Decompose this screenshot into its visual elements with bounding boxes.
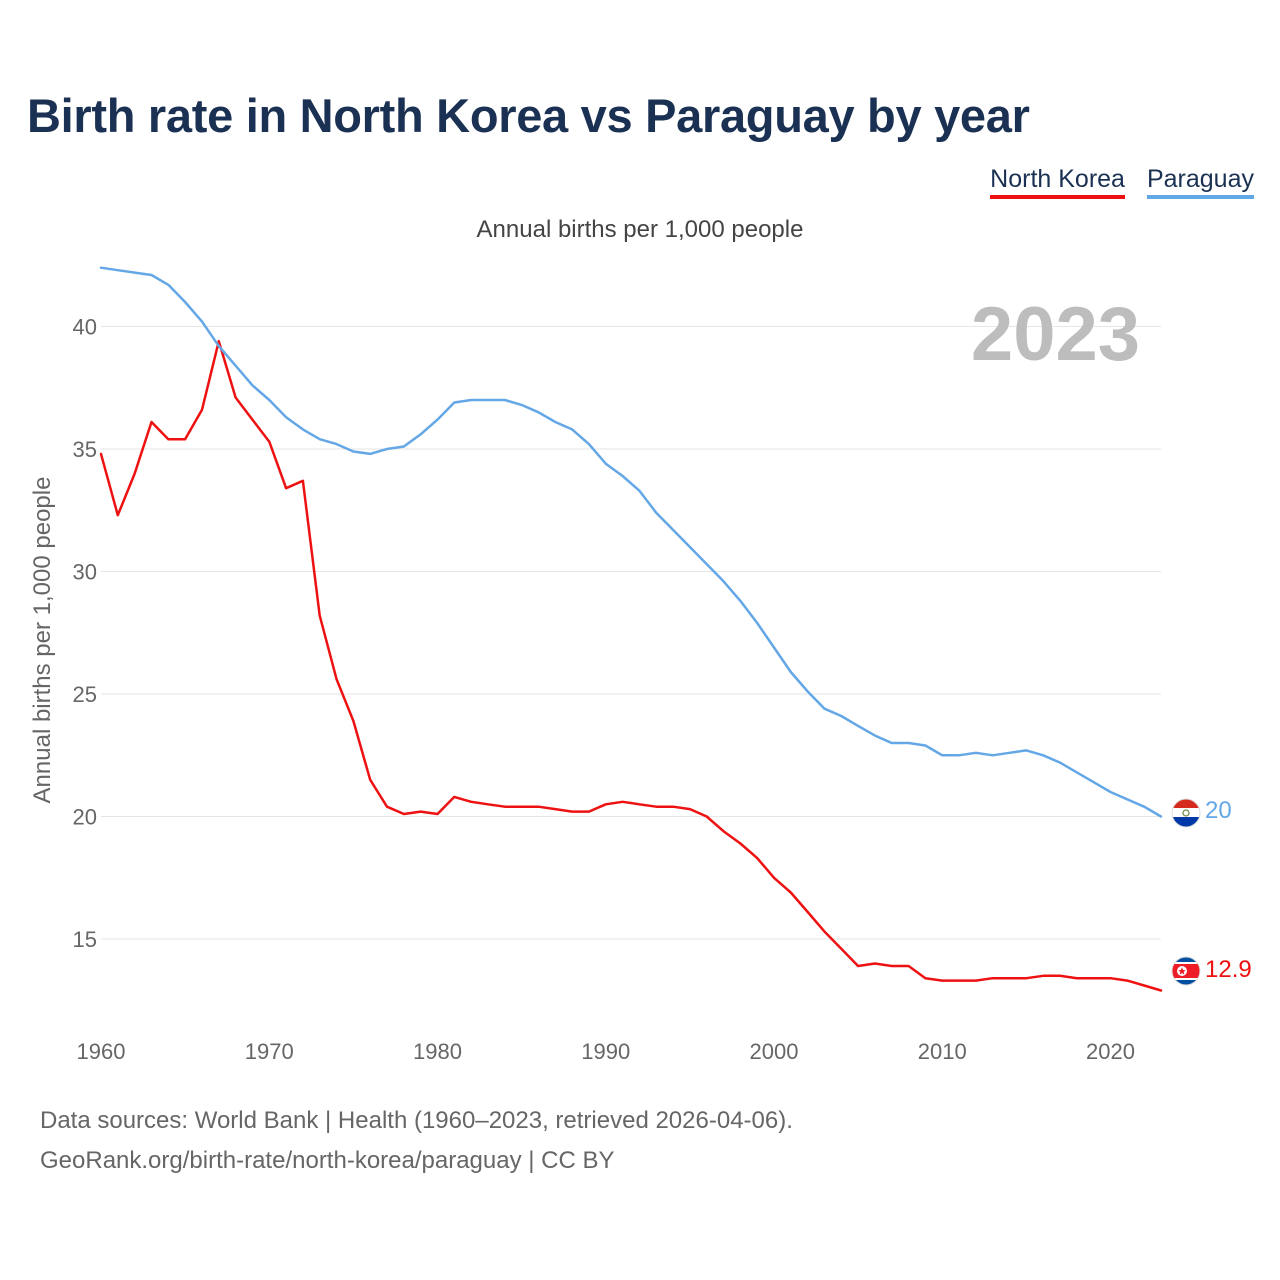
y-axis-ticks: 15 20 25 30 35 40 <box>73 315 97 953</box>
x-tick-label-2020: 2020 <box>1086 1039 1135 1064</box>
y-axis-label: Annual births per 1,000 people <box>29 477 56 804</box>
x-axis-ticks: 1960 1970 1980 1990 2000 2010 2020 <box>77 1039 1135 1064</box>
paraguay-flag-icon <box>1172 799 1200 827</box>
north-korea-flag-icon <box>1172 957 1200 985</box>
y-tick-label-20: 20 <box>73 805 97 830</box>
y-tick-label-15: 15 <box>73 927 97 952</box>
source-link[interactable]: GeoRank.org/birth-rate/north-korea/parag… <box>40 1147 615 1174</box>
y-tick-label-40: 40 <box>73 315 97 340</box>
y-tick-label-25: 25 <box>73 682 97 707</box>
series-line-paraguay[interactable] <box>99 266 1163 818</box>
end-label-paraguay: 20 <box>1205 797 1232 824</box>
x-tick-label-1970: 1970 <box>245 1039 294 1064</box>
series-lines <box>99 266 1163 992</box>
x-tick-label-1960: 1960 <box>77 1039 126 1064</box>
source-note: Data sources: World Bank | Health (1960–… <box>40 1107 793 1134</box>
chart-subtitle: Annual births per 1,000 people <box>476 216 804 243</box>
y-tick-label-35: 35 <box>73 437 97 462</box>
gridlines <box>101 326 1161 940</box>
y-tick-label-30: 30 <box>73 560 97 585</box>
series-line-north-korea[interactable] <box>99 339 1163 992</box>
year-label: 2023 <box>971 292 1140 377</box>
x-tick-label-2010: 2010 <box>918 1039 967 1064</box>
legend: North Korea Paraguay <box>990 165 1254 199</box>
legend-item-north-korea[interactable]: North Korea <box>990 165 1125 199</box>
x-tick-label-1990: 1990 <box>581 1039 630 1064</box>
x-tick-label-1980: 1980 <box>413 1039 462 1064</box>
legend-item-paraguay[interactable]: Paraguay <box>1146 165 1254 199</box>
chart-title: Birth rate in North Korea vs Paraguay by… <box>27 89 1030 142</box>
end-label-north-korea: 12.9 <box>1205 956 1252 983</box>
x-tick-label-2000: 2000 <box>750 1039 799 1064</box>
